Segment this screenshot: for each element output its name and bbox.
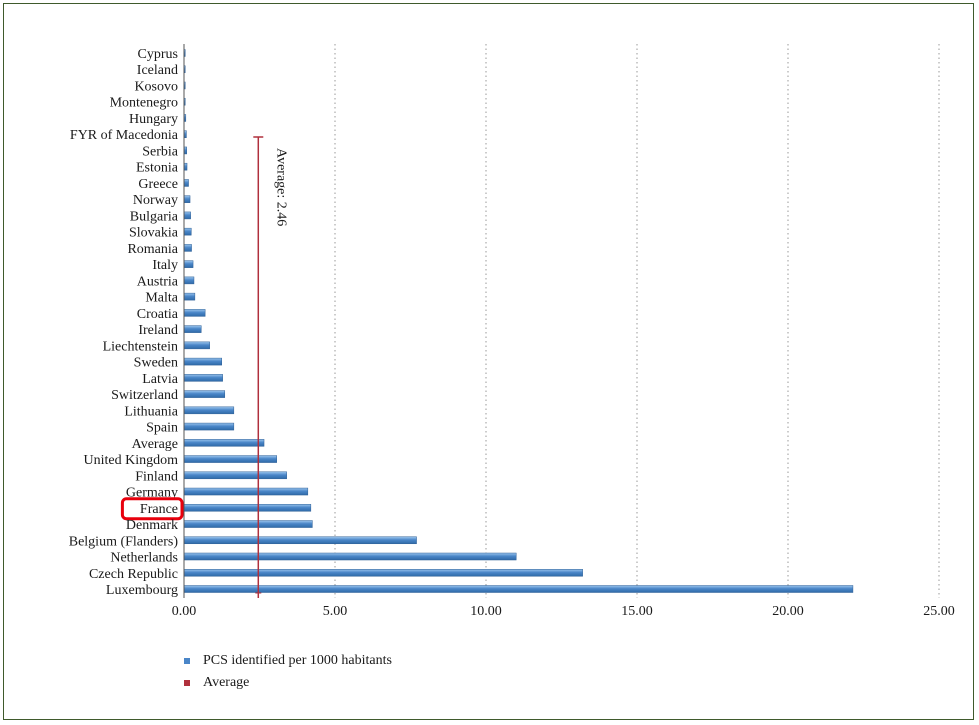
bar-spain — [183, 422, 235, 431]
bar-france — [183, 504, 312, 512]
bar-liechtenstein — [183, 341, 210, 350]
x-tick-label: 20.00 — [772, 604, 804, 619]
bar-greece — [183, 179, 189, 187]
x-tick-label: 15.00 — [621, 604, 653, 619]
category-label: Spain — [146, 421, 178, 436]
legend-swatch — [184, 658, 190, 664]
category-label: Denmark — [126, 518, 178, 533]
category-label: FYR of Macedonia — [70, 128, 179, 143]
category-label: Kosovo — [134, 79, 178, 94]
bar-bulgaria — [183, 211, 191, 220]
bar-sweden — [183, 357, 222, 366]
bar-luxembourg — [183, 585, 854, 593]
average-label: Average: 2.46 — [273, 148, 288, 226]
category-label: Sweden — [134, 356, 178, 371]
category-label: Slovakia — [129, 226, 179, 241]
bar-croatia — [183, 309, 206, 317]
category-label: Germany — [126, 486, 178, 501]
legend-label: PCS identified per 1000 habitants — [203, 653, 392, 668]
category-label: Estonia — [136, 161, 179, 176]
x-tick-label: 5.00 — [323, 604, 348, 619]
category-label: Lithuania — [124, 404, 178, 419]
bar-belgium-flanders- — [183, 536, 417, 545]
x-tick-label: 10.00 — [470, 604, 502, 619]
bar-switzerland — [183, 390, 226, 398]
category-label: Belgium (Flanders) — [69, 534, 179, 549]
legend-swatch — [184, 680, 190, 686]
bar-ireland — [183, 325, 202, 333]
legend-label: Average — [203, 675, 249, 690]
category-label: Finland — [135, 469, 178, 484]
bar-czech-republic — [183, 569, 583, 577]
x-tick-label: 0.00 — [172, 604, 197, 619]
category-label: Romania — [127, 242, 178, 257]
bar-lithuania — [183, 406, 235, 415]
bar-latvia — [183, 374, 223, 382]
bar-italy — [183, 260, 194, 268]
bar-germany — [183, 487, 309, 496]
category-label: Italy — [152, 258, 178, 273]
bar-austria — [183, 276, 195, 285]
category-label: Iceland — [137, 63, 178, 78]
bar-malta — [183, 292, 196, 301]
category-label: Czech Republic — [89, 567, 178, 582]
chart-frame — [3, 3, 974, 720]
category-label: Netherlands — [110, 551, 178, 566]
category-label: Liechtenstein — [103, 339, 178, 354]
category-label: France — [140, 502, 178, 517]
category-label: Croatia — [137, 307, 179, 322]
x-tick-label: 25.00 — [923, 604, 955, 619]
category-label: Norway — [133, 193, 178, 208]
category-label: Hungary — [129, 112, 178, 127]
category-label: Greece — [138, 177, 178, 192]
category-label: Serbia — [142, 144, 179, 159]
bar-netherlands — [183, 552, 517, 561]
bar-denmark — [183, 520, 313, 528]
bar-norway — [183, 195, 191, 203]
bar-united-kingdom — [183, 455, 277, 463]
category-label: Bulgaria — [130, 209, 179, 224]
category-label: Switzerland — [111, 388, 178, 403]
category-label: Montenegro — [110, 96, 178, 111]
bar-finland — [183, 471, 287, 480]
highlight-box — [120, 497, 184, 521]
category-label: United Kingdom — [84, 453, 179, 468]
category-label: Average — [132, 437, 178, 452]
category-label: Austria — [137, 274, 179, 289]
bar-average — [183, 439, 265, 447]
category-label: Malta — [145, 291, 178, 306]
category-label: Cyprus — [138, 47, 178, 62]
category-label: Ireland — [138, 323, 178, 338]
category-label: Latvia — [142, 372, 179, 387]
bar-slovakia — [183, 227, 192, 236]
category-label: Luxembourg — [106, 583, 178, 598]
bar-romania — [183, 244, 192, 252]
